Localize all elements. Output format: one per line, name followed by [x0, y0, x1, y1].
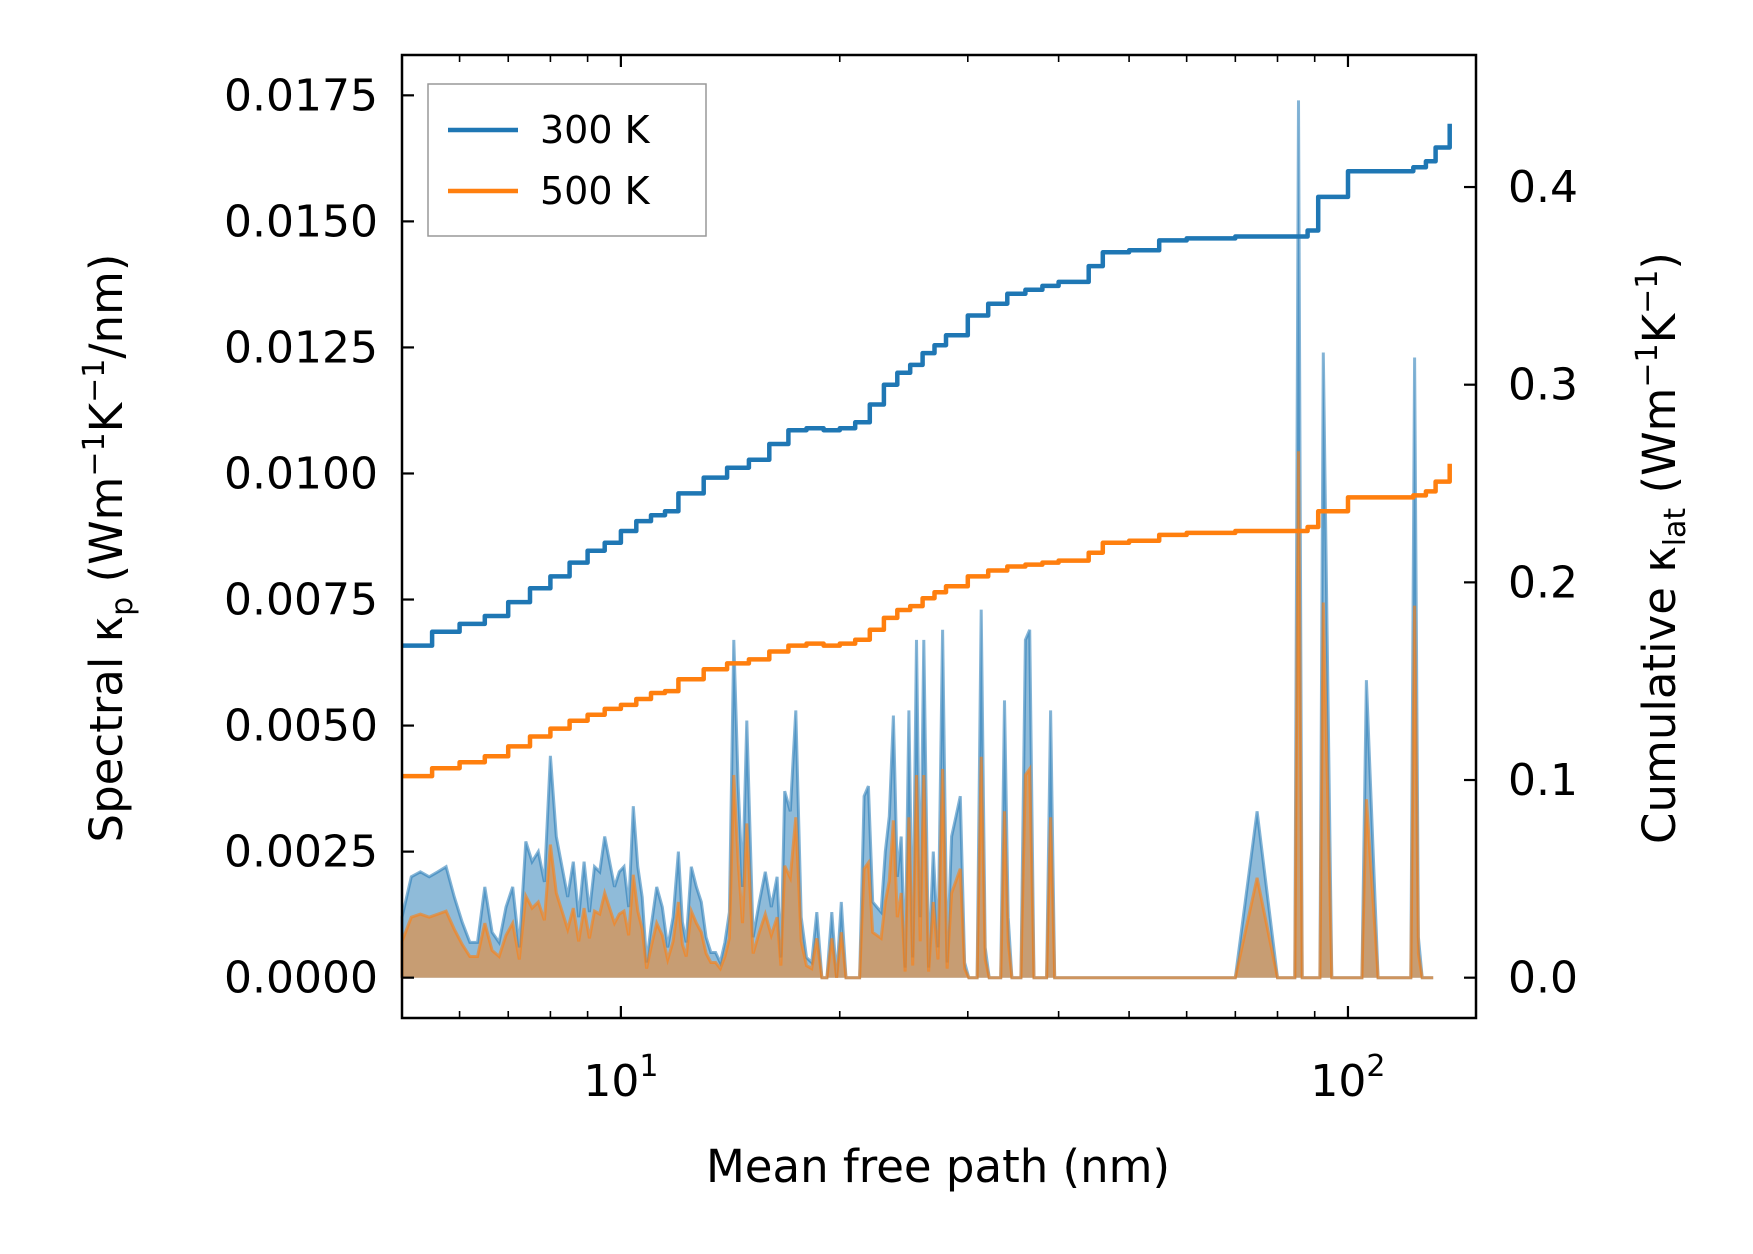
cumulative-line-layer [402, 123, 1452, 779]
tick-layer: 0.00000.00250.00500.00750.01000.01250.01… [224, 55, 1578, 1107]
legend: 300 K 500 K [427, 83, 707, 237]
right-y-tick-label: 0.1 [1508, 755, 1578, 806]
left-y-tick-label: 0.0000 [224, 953, 378, 1004]
left-y-tick-label: 0.0150 [224, 196, 378, 247]
right-axis-label: Cumulative κlat (Wm−1K−1) [1630, 252, 1693, 844]
legend-label-500k: 500 K [540, 169, 651, 213]
left-y-tick-label: 0.0050 [224, 701, 378, 752]
spectral-area-layer [400, 100, 1434, 980]
right-y-tick-label: 0.4 [1508, 162, 1578, 213]
right-y-tick-label: 0.2 [1508, 557, 1578, 608]
cumulative-line-300k [402, 123, 1452, 648]
left-axis-label: Spectral κp (Wm−1K−1/nm) [77, 254, 140, 843]
left-y-tick-label: 0.0075 [224, 575, 378, 626]
x-tick-label: 101 [583, 1049, 658, 1107]
spectral-area-500k [400, 451, 1434, 980]
left-y-tick-label: 0.0175 [224, 70, 378, 121]
right-y-tick-label: 0.0 [1508, 953, 1578, 1004]
right-y-tick-label: 0.3 [1508, 360, 1578, 411]
left-y-tick-label: 0.0025 [224, 827, 378, 878]
x-axis-label: Mean free path (nm) [706, 1140, 1170, 1193]
x-tick-label: 102 [1310, 1049, 1385, 1107]
cumulative-line-500k [402, 463, 1452, 779]
legend-box [427, 83, 707, 237]
plot-frame [400, 53, 1478, 1020]
left-y-tick-label: 0.0125 [224, 322, 378, 373]
legend-label-300k: 300 K [540, 108, 651, 152]
left-y-tick-label: 0.0100 [224, 448, 378, 499]
